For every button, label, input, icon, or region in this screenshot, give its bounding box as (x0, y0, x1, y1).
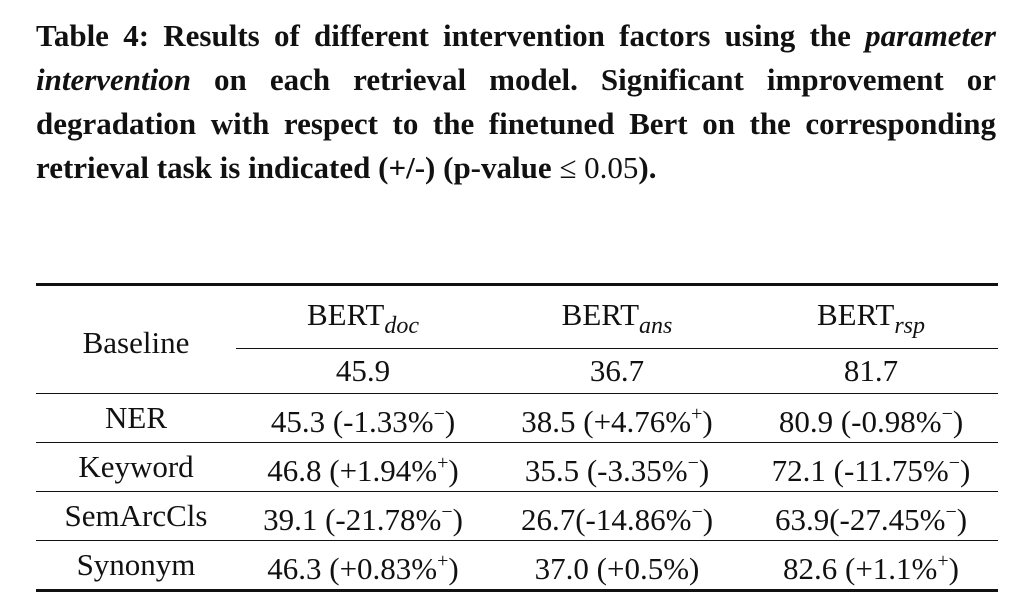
baseline-label: Baseline (36, 283, 236, 394)
row-label-keyword: Keyword (36, 442, 236, 492)
table-cell: 26.7(-14.86%−) (490, 491, 744, 541)
table-header-row: Baseline BERTdoc BERTans BERTrsp (36, 283, 998, 394)
baseline-value-ans: 36.7 (490, 348, 744, 394)
table-row: NER 45.3 (-1.33%−) 38.5 (+4.76%+) 80.9 (… (36, 393, 998, 443)
column-header-doc: BERTdoc (236, 283, 490, 349)
table-cell: 38.5 (+4.76%+) (490, 393, 744, 443)
baseline-value-rsp: 81.7 (744, 348, 998, 394)
column-header-rsp: BERTrsp (744, 283, 998, 349)
table-cell: 35.5 (-3.35%−) (490, 442, 744, 492)
caption-text-3: ). (638, 150, 657, 185)
caption-text-1: Table 4: Results of different interventi… (36, 18, 866, 53)
baseline-values-row: 45.9 36.7 81.7 (36, 348, 998, 394)
table-cell: 45.3 (-1.33%−) (236, 393, 490, 443)
table-cell: 63.9(-27.45%−) (744, 491, 998, 541)
table-cell: 37.0 (+0.5%) (490, 540, 744, 592)
table-row: Keyword 46.8 (+1.94%+) 35.5 (-3.35%−) 72… (36, 442, 998, 492)
caption-italic-term: parameter intervention (36, 18, 996, 97)
table-cell: 72.1 (-11.75%−) (744, 442, 998, 492)
caption-text-2: on each retrieval model. Significant imp… (36, 62, 996, 185)
table-row: Synonym 46.3 (+0.83%+) 37.0 (+0.5%) 82.6… (36, 540, 998, 592)
table-cell: 80.9 (-0.98%−) (744, 393, 998, 443)
table-cell: 46.3 (+0.83%+) (236, 540, 490, 592)
column-header-ans: BERTans (490, 283, 744, 349)
caption-math: ≤ 0.05 (559, 150, 639, 185)
table-caption: Table 4: Results of different interventi… (36, 14, 996, 190)
baseline-value-doc: 45.9 (236, 348, 490, 394)
results-table: Baseline BERTdoc BERTans BERTrsp 45.9 36… (36, 283, 998, 592)
row-label-synonym: Synonym (36, 540, 236, 592)
table-cell: 39.1 (-21.78%−) (236, 491, 490, 541)
table-row: SemArcCls 39.1 (-21.78%−) 26.7(-14.86%−)… (36, 491, 998, 541)
row-label-ner: NER (36, 393, 236, 443)
table-cell: 46.8 (+1.94%+) (236, 442, 490, 492)
row-label-semarccls: SemArcCls (36, 491, 236, 541)
table-cell: 82.6 (+1.1%+) (744, 540, 998, 592)
